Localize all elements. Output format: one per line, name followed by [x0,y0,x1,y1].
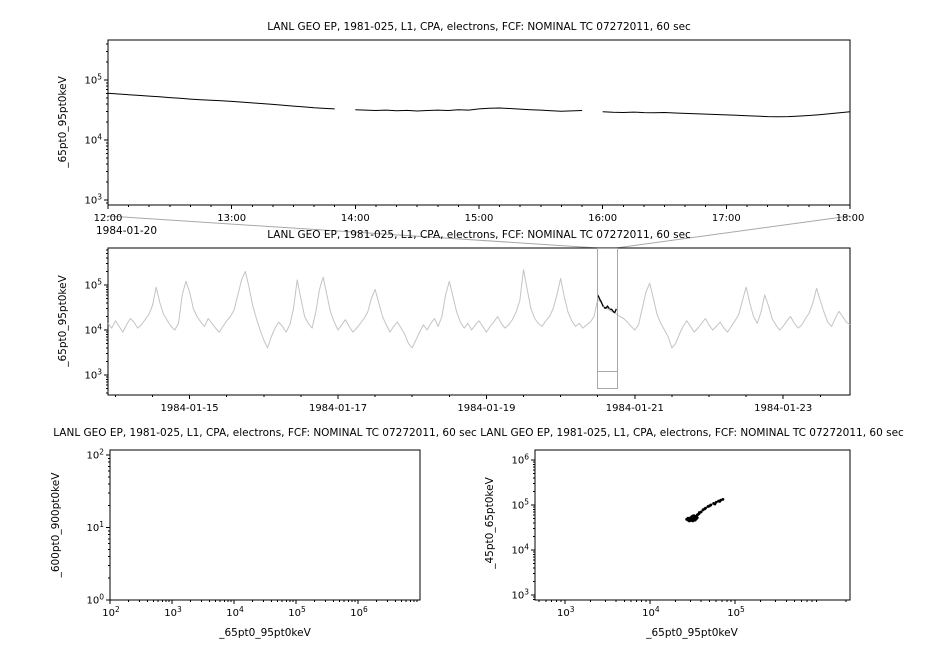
tick-label: 101 [86,520,104,534]
data-point [703,507,707,511]
tick-label: 1984-01-23 [754,403,812,414]
data-point [687,519,691,523]
tick-label: 103 [164,605,182,619]
tick-label: 17:00 [712,213,741,224]
axes-frame [109,449,421,601]
tick-label: 102 [86,448,104,462]
zoom-selection-box[interactable] [597,248,618,389]
axes-frame [107,247,851,396]
zoom-connector-left [107,215,599,249]
panel3-ylabel: _600pt0_900pt0keV [50,472,62,578]
tick-label: 104 [511,543,529,557]
panel4-xlabel: _65pt0_95pt0keV [646,627,738,639]
data-point [690,517,694,520]
panel1-plot-area[interactable] [108,40,850,205]
tick-label: 103 [84,368,102,382]
tick-label: 12:00 [94,213,123,224]
tick-label: 1984-01-17 [309,403,367,414]
panel2-title: LANL GEO EP, 1981-025, L1, CPA, electron… [267,229,691,241]
panel4-ylabel: _45pt0_65pt0keV [484,477,496,569]
data-point [695,516,699,520]
tick-label: 14:00 [341,213,370,224]
data-point [692,514,696,518]
zoom-box-handle[interactable] [597,371,618,372]
tick-label: 100 [86,593,104,607]
panel2-ylabel: _65pt0_95pt0keV [57,275,69,367]
tick-label: 105 [84,277,102,291]
axes-frame [534,449,851,601]
tick-label: 13:00 [217,213,246,224]
tick-label: 105 [511,497,529,511]
panel4-title: LANL GEO EP, 1981-025, L1, CPA, electron… [480,427,904,439]
tick-label: 106 [350,605,368,619]
data-point [713,502,717,506]
panel2-plot-area[interactable] [108,248,850,395]
tick-label: 15:00 [465,213,494,224]
panel1-title: LANL GEO EP, 1981-025, L1, CPA, electron… [267,21,691,33]
tick-label: 103 [84,193,102,207]
tick-label: 103 [557,605,575,619]
tick-label: 104 [84,323,102,337]
panel3-plot-area[interactable] [110,450,420,600]
data-point [697,511,701,514]
panel1-xaxis-date: 1984-01-20 [96,225,158,237]
tick-label: 105 [84,73,102,87]
data-point [721,497,725,501]
tick-label: 16:00 [588,213,617,224]
panel3-title: LANL GEO EP, 1981-025, L1, CPA, electron… [53,427,477,439]
data-line [107,269,851,349]
tick-label: 18:00 [836,213,865,224]
tick-label: 1984-01-19 [457,403,515,414]
tick-label: 102 [102,605,120,619]
tick-label: 105 [727,605,745,619]
tick-label: 105 [288,605,306,619]
tick-label: 106 [511,452,529,466]
data-point [718,499,722,503]
panel1-ylabel: _65pt0_95pt0keV [57,76,69,168]
data-point [686,516,690,520]
tick-label: 103 [511,588,529,602]
tick-label: 1984-01-21 [606,403,664,414]
data-line [597,294,617,314]
tick-label: 104 [226,605,244,619]
tick-label: 1984-01-15 [161,403,219,414]
panel3-xlabel: _65pt0_95pt0keV [219,627,311,639]
data-line [107,92,851,118]
data-point [708,504,711,508]
zoom-connector-right [615,215,851,249]
tick-label: 104 [84,133,102,147]
tick-label: 104 [642,605,660,619]
panel4-plot-area[interactable] [535,450,850,600]
